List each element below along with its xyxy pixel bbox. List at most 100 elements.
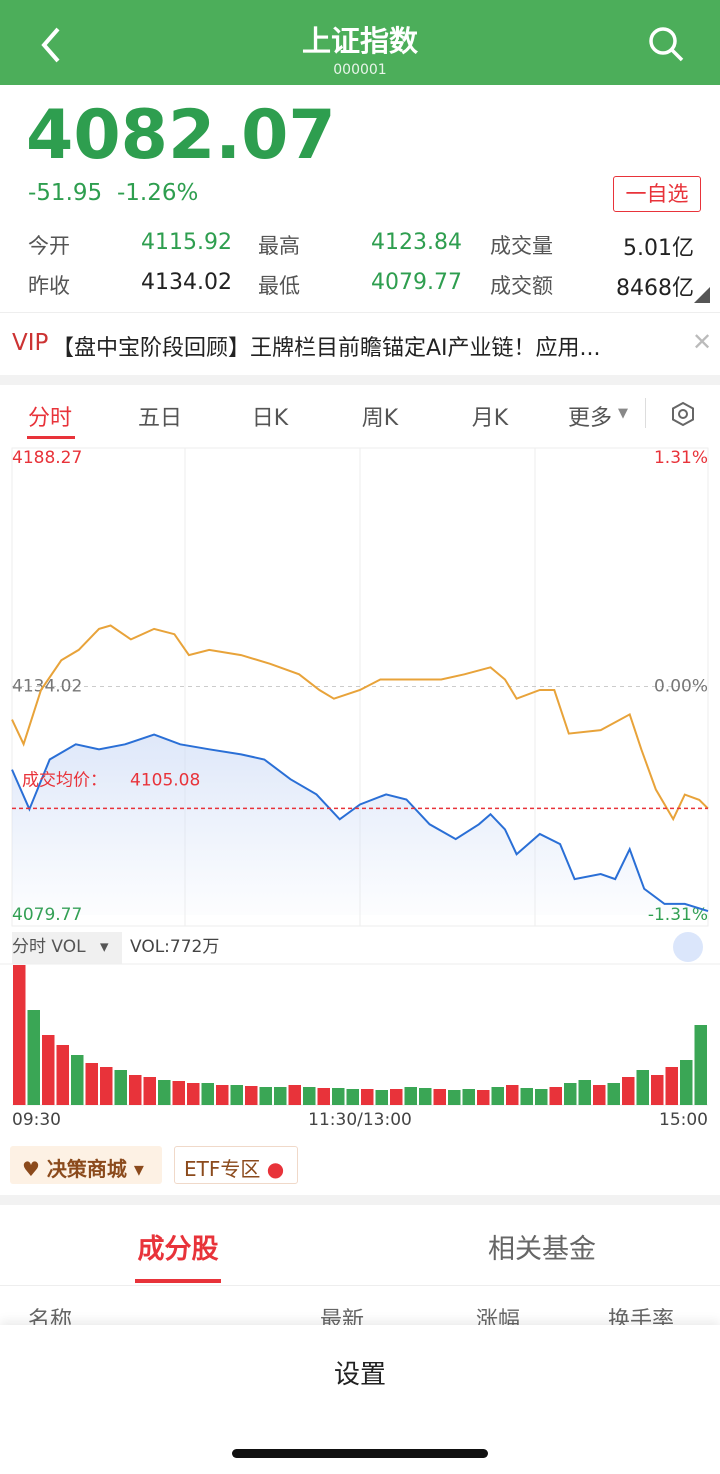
volume-bar	[520, 1088, 533, 1105]
stat-value: 4134.02	[141, 270, 232, 295]
volume-bar	[245, 1086, 258, 1105]
shortcut-label: 决策商城	[46, 1157, 127, 1181]
y-tick-label: 4188.27	[12, 448, 82, 468]
volume-bar	[303, 1087, 316, 1105]
volume-bar	[42, 1035, 55, 1105]
y-tick-label: 4134.02	[12, 677, 82, 697]
code: 000001	[333, 62, 387, 78]
volume-bar	[375, 1090, 388, 1105]
volume-bar	[549, 1087, 562, 1105]
vol-selector-bg[interactable]	[12, 932, 122, 964]
change-pct: -1.26%	[117, 180, 199, 206]
volume-bar	[27, 1010, 40, 1105]
shortcut-bg[interactable]	[10, 1146, 162, 1184]
stat-label: 今开	[28, 234, 70, 258]
volume-bar	[636, 1070, 649, 1105]
volume-bar	[129, 1075, 142, 1105]
y2-tick-label: 1.31%	[654, 448, 708, 468]
sheet-title[interactable]: 设置	[333, 1360, 386, 1390]
vol-selector: 分时 VOL	[12, 937, 86, 957]
volume-bar	[13, 965, 26, 1105]
stat-value: 4079.77	[371, 270, 462, 295]
volume-bar	[230, 1085, 243, 1105]
period-tab[interactable]: 周K	[361, 406, 399, 431]
shortcut-label: ETF专区	[184, 1157, 261, 1181]
list-tab[interactable]: 相关基金	[488, 1234, 596, 1265]
stat-label: 成交额	[490, 274, 553, 298]
volume-bar	[535, 1089, 548, 1105]
news-text[interactable]: 【盘中宝阶段回顾】王牌栏目前瞻锚定AI产业链！应用...	[52, 336, 601, 361]
stat-value: 8468亿	[616, 276, 694, 301]
volume-bar	[71, 1055, 84, 1105]
stat-value: 4123.84	[371, 230, 462, 255]
volume-bar	[346, 1089, 359, 1105]
volume-bar	[390, 1089, 403, 1105]
dropdown-arrow[interactable]: ▼	[618, 406, 628, 421]
x-tick-label: 11:30/13:00	[308, 1110, 412, 1130]
volume-bar	[593, 1085, 606, 1105]
intraday-chart: 4079.774134.024188.27-1.31%0.00%1.31%成交均…	[0, 447, 720, 1130]
volume-bar	[578, 1080, 591, 1105]
volume-bar	[433, 1089, 446, 1105]
stat-value: 4115.92	[141, 230, 232, 255]
volume-bar	[288, 1085, 301, 1105]
volume-bar	[201, 1083, 214, 1105]
volume-bar	[694, 1025, 707, 1105]
volume-bar	[172, 1081, 185, 1105]
x-tick-label: 15:00	[659, 1110, 708, 1130]
volume-bar	[404, 1087, 417, 1105]
volume-bar	[491, 1087, 504, 1105]
shortcut[interactable]: ETF专区 ●	[184, 1157, 285, 1181]
volume-bar	[332, 1088, 345, 1105]
divider	[0, 312, 720, 313]
period-tab[interactable]: 月K	[471, 406, 509, 431]
period-tab[interactable]: 分时	[27, 406, 72, 431]
separator	[0, 1195, 720, 1205]
volume-bar	[448, 1090, 461, 1105]
change: -51.95	[28, 180, 103, 206]
home-indicator	[232, 1449, 488, 1458]
stat-label: 最高	[258, 234, 300, 258]
volume-bar	[477, 1090, 490, 1105]
tab-underline	[27, 436, 75, 439]
period-tab[interactable]: 五日	[137, 406, 182, 431]
stat-label: 昨收	[28, 274, 70, 298]
volume-bar	[680, 1060, 693, 1105]
search-button[interactable]	[648, 26, 686, 64]
divider	[0, 1285, 720, 1286]
volume-bar	[187, 1083, 200, 1105]
vol-selector-arrow: ▾	[100, 937, 109, 957]
volume-bar	[651, 1075, 664, 1105]
volume-bar	[419, 1088, 432, 1105]
title: 上证指数	[301, 24, 418, 58]
list-tab[interactable]: 成分股	[137, 1234, 219, 1265]
volume-bar	[564, 1083, 577, 1105]
back-button[interactable]	[36, 25, 66, 65]
shortcut-bg[interactable]	[174, 1146, 298, 1184]
line	[11, 733, 709, 913]
expand-corner[interactable]	[694, 287, 710, 303]
period-tab[interactable]: 日K	[251, 406, 289, 431]
watch-button[interactable]: 一自选	[613, 176, 701, 212]
volume-bar	[216, 1085, 229, 1105]
stat-value: 5.01亿	[623, 236, 694, 261]
period-tab[interactable]: 更多	[567, 406, 612, 431]
shortcut[interactable]: ♥ 决策商城 ▾	[22, 1157, 144, 1181]
price: 4082.07	[26, 96, 336, 175]
stat-label: 最低	[258, 274, 300, 298]
volume-bar	[85, 1063, 98, 1105]
stat-label: 成交量	[490, 234, 553, 258]
tab-underline	[135, 1279, 221, 1283]
volume-bar	[158, 1080, 171, 1105]
close-news[interactable]: ✕	[692, 328, 713, 356]
chart-settings[interactable]	[670, 401, 696, 427]
volume-bar	[506, 1085, 519, 1105]
volume-bar	[100, 1067, 113, 1105]
avg-value: 4105.08	[130, 770, 200, 790]
vol-icon[interactable]	[673, 932, 703, 962]
vip-badge: VIP	[12, 330, 49, 356]
line	[11, 624, 709, 822]
volume-bar	[665, 1067, 678, 1105]
separator	[0, 375, 720, 385]
avg-label: 成交均价：	[22, 770, 107, 790]
